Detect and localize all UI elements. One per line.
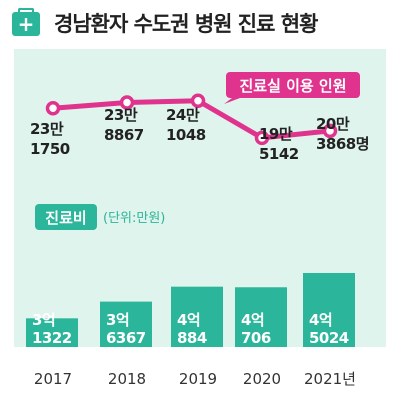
bar-2018 bbox=[100, 301, 152, 347]
bar-label-bottom-3: 706 bbox=[241, 329, 271, 347]
line-label-top-1: 23만 bbox=[104, 106, 138, 124]
bar-label-top-4: 4억 bbox=[309, 311, 332, 329]
bar-series-tag-label: 진료비 bbox=[45, 209, 86, 227]
x-tick-label-3: 2020 bbox=[243, 370, 281, 388]
line-point-2019 bbox=[190, 93, 206, 109]
chart-title: 경남환자 수도권 병원 진료 현황 bbox=[54, 12, 318, 36]
line-label-top-0: 23만 bbox=[30, 120, 64, 138]
bar-label-bottom-1: 6367 bbox=[106, 329, 146, 347]
plus-icon: + bbox=[12, 8, 40, 36]
bar-label-bottom-2: 884 bbox=[177, 329, 207, 347]
bar-label-bottom-4: 5024 bbox=[309, 329, 349, 347]
bar-2017 bbox=[26, 318, 78, 347]
line-point-2017 bbox=[45, 101, 61, 116]
x-tick-label-1: 2018 bbox=[108, 370, 146, 388]
line-series-tag bbox=[226, 72, 360, 98]
x-tick-label-2: 2019 bbox=[179, 370, 217, 388]
bar-label-top-3: 4억 bbox=[241, 311, 264, 329]
title-bar: + 경남환자 수도권 병원 진료 현황 bbox=[0, 0, 400, 48]
bar-label-top-0: 3억 bbox=[32, 311, 55, 329]
line-point-2020 bbox=[254, 130, 270, 146]
bar-label-top-1: 3억 bbox=[106, 311, 129, 329]
bar-2021년 bbox=[303, 272, 355, 347]
bar-2020 bbox=[235, 287, 287, 347]
bar-label-top-2: 4억 bbox=[177, 311, 200, 329]
line-point-2018 bbox=[119, 95, 135, 110]
line-label-bottom-1: 8867 bbox=[104, 126, 144, 144]
line-label-top-2: 24만 bbox=[166, 106, 200, 124]
line-label-top-3: 19만 bbox=[259, 125, 293, 143]
bar-2019 bbox=[171, 286, 223, 347]
line-label-bottom-3: 5142 bbox=[259, 145, 299, 163]
line-point-2021 bbox=[322, 123, 338, 139]
line-label-bottom-4: 3868명 bbox=[316, 135, 369, 153]
bar-unit-label: (단위:만원) bbox=[103, 211, 165, 226]
bar-series-tag bbox=[35, 204, 97, 230]
line-series-tag-pointer bbox=[224, 98, 240, 104]
x-tick-label-4: 2021년 bbox=[304, 370, 356, 388]
line-label-top-4: 20만 bbox=[316, 115, 350, 133]
x-tick-label-0: 2017 bbox=[34, 370, 72, 388]
line-label-bottom-2: 1048 bbox=[166, 126, 206, 144]
bar-label-bottom-0: 1322 bbox=[32, 329, 72, 347]
line-label-bottom-0: 1750 bbox=[30, 140, 70, 158]
line-series-tag-label: 진료실 이용 인원 bbox=[239, 77, 346, 95]
